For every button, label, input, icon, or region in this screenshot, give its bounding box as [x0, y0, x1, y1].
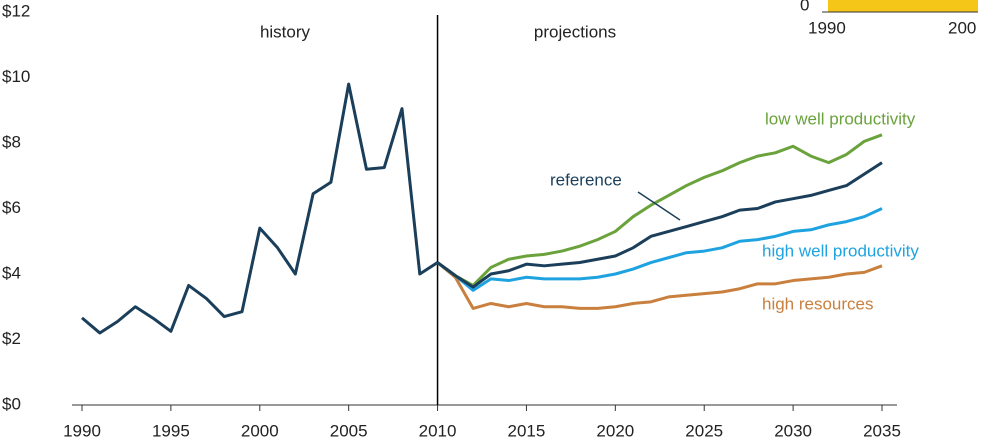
y-tick-label: $4: [2, 263, 21, 282]
label-pointer: [637, 191, 681, 221]
series-label: high well productivity: [762, 241, 919, 260]
series-label: high resources: [762, 294, 874, 313]
series-label: reference: [550, 170, 622, 189]
y-tick-label: $0: [2, 394, 21, 413]
x-tick-label: 2030: [774, 421, 812, 440]
y-tick-label: $6: [2, 198, 21, 217]
line: [436, 161, 883, 289]
x-tick-label: 2020: [596, 421, 634, 440]
x-tick-label: 2025: [685, 421, 723, 440]
x-tick-label: 1995: [152, 421, 190, 440]
x-tick-label: 2015: [508, 421, 546, 440]
annotation: projections: [534, 22, 616, 41]
inset-tick-label: 1990: [808, 18, 846, 37]
x-tick-label: 2035: [863, 421, 901, 440]
inset-tick-label: 0: [800, 0, 809, 14]
x-tick-label: 1990: [63, 421, 101, 440]
line: [81, 82, 439, 335]
series-label: low well productivity: [765, 109, 916, 128]
line: [436, 207, 883, 292]
y-tick-label: $8: [2, 132, 21, 151]
x-tick-label: 2005: [330, 421, 368, 440]
y-tick-label: $12: [2, 1, 30, 20]
line: [436, 133, 883, 287]
line: [436, 261, 883, 310]
y-tick-label: $10: [2, 67, 30, 86]
annotation: history: [260, 22, 311, 41]
inset-area: [828, 0, 978, 12]
x-tick-label: 2000: [241, 421, 279, 440]
y-tick-label: $2: [2, 329, 21, 348]
inset-tick-label: 200: [948, 18, 976, 37]
x-tick-label: 2010: [419, 421, 457, 440]
